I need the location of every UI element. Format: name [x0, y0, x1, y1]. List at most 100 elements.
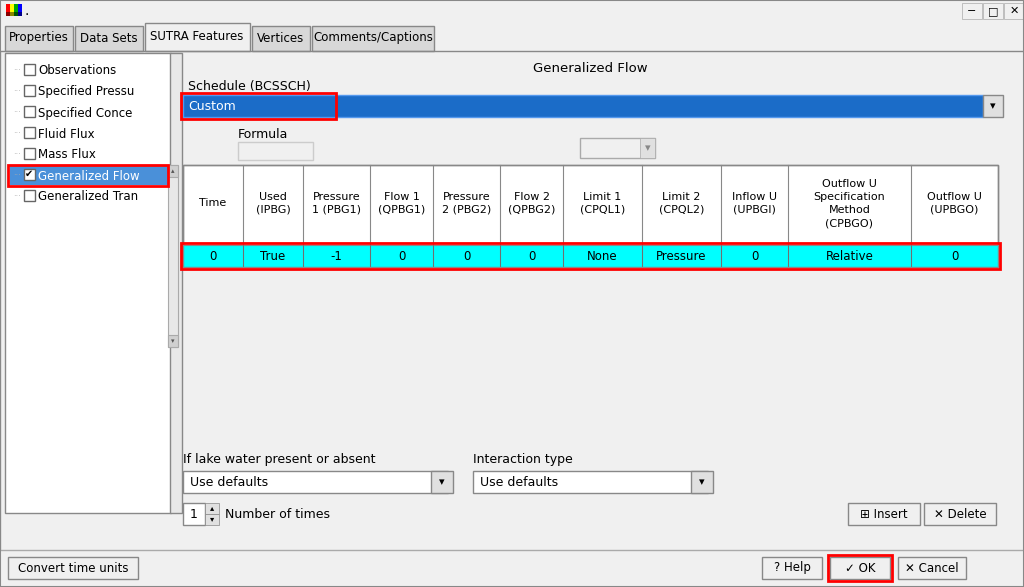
Text: ···: ··· [13, 171, 20, 180]
Bar [691, 471, 713, 493]
Bar [238, 142, 313, 160]
Bar [18, 12, 22, 16]
Bar [24, 64, 35, 75]
Text: ▾: ▾ [699, 477, 705, 487]
Text: Specified Pressu: Specified Pressu [38, 86, 134, 99]
Text: Time: Time [200, 198, 226, 208]
Text: ✓ OK: ✓ OK [845, 562, 876, 575]
Bar [205, 514, 219, 525]
Text: Convert time units: Convert time units [17, 562, 128, 575]
Text: 0: 0 [951, 249, 958, 262]
Text: 2 (PBG2): 2 (PBG2) [442, 205, 492, 215]
Text: 1: 1 [190, 508, 198, 521]
Bar [5, 53, 171, 513]
Bar [24, 85, 35, 96]
Bar [6, 4, 10, 12]
Bar [205, 503, 219, 514]
Text: Custom: Custom [188, 100, 236, 113]
Bar [170, 53, 182, 513]
Bar [145, 23, 250, 51]
Text: Pressure: Pressure [312, 192, 360, 202]
Text: −: − [968, 6, 977, 16]
Bar [181, 243, 1000, 269]
Bar [5, 26, 73, 51]
Text: 0: 0 [209, 249, 217, 262]
Text: Pressure: Pressure [656, 249, 707, 262]
Text: 0: 0 [397, 249, 406, 262]
Bar [0, 22, 1024, 52]
Text: ▾: ▾ [171, 338, 175, 344]
Bar [24, 127, 35, 138]
Text: 0: 0 [527, 249, 536, 262]
Bar [181, 93, 336, 119]
Bar [252, 26, 310, 51]
Bar [924, 503, 996, 525]
Bar [10, 12, 14, 16]
Text: 1 (PBG1): 1 (PBG1) [312, 205, 361, 215]
Bar [0, 0, 1024, 22]
Text: Limit 2: Limit 2 [663, 192, 700, 202]
Text: ? Help: ? Help [773, 562, 810, 575]
Text: Properties: Properties [9, 32, 69, 45]
Text: Fluid Flux: Fluid Flux [38, 127, 94, 140]
Bar [848, 503, 920, 525]
Bar [18, 4, 22, 12]
Text: True: True [260, 249, 286, 262]
Text: ▾: ▾ [645, 143, 651, 153]
Text: (UPBGI): (UPBGI) [733, 205, 776, 215]
Bar [6, 12, 10, 16]
Bar [14, 12, 18, 16]
Text: ✕ Cancel: ✕ Cancel [905, 562, 958, 575]
Text: Formula: Formula [238, 128, 289, 141]
Text: Relative: Relative [825, 249, 873, 262]
Text: Inflow U: Inflow U [732, 192, 777, 202]
Text: Outflow U: Outflow U [927, 192, 982, 202]
Text: Number of times: Number of times [225, 508, 330, 521]
Bar [24, 148, 35, 159]
Text: ···: ··· [13, 130, 20, 139]
Bar [10, 166, 168, 185]
Text: ▴: ▴ [210, 504, 214, 512]
Text: ▾: ▾ [990, 101, 995, 111]
Bar [24, 190, 35, 201]
Bar [983, 3, 1002, 19]
Bar [183, 471, 449, 493]
Text: Data Sets: Data Sets [80, 32, 138, 45]
Text: ···: ··· [13, 193, 20, 201]
Bar [183, 165, 998, 267]
Bar [898, 557, 966, 579]
Bar [8, 557, 138, 579]
Text: None: None [587, 249, 617, 262]
Bar [962, 3, 982, 19]
Text: (QPBG2): (QPBG2) [508, 205, 555, 215]
Text: ⊞ Insert: ⊞ Insert [860, 508, 908, 521]
Bar [312, 26, 434, 51]
Text: (IPBG): (IPBG) [256, 205, 291, 215]
Text: Generalized Flow: Generalized Flow [38, 170, 139, 183]
Text: ▾: ▾ [210, 514, 214, 524]
Text: .: . [24, 4, 29, 18]
Text: ···: ··· [13, 109, 20, 117]
Text: If lake water present or absent: If lake water present or absent [183, 453, 376, 466]
Bar [24, 169, 35, 180]
Text: □: □ [988, 6, 998, 16]
Text: (CPQL2): (CPQL2) [658, 205, 705, 215]
Text: (UPBGO): (UPBGO) [931, 205, 979, 215]
Bar [983, 95, 1002, 117]
Text: Vertices: Vertices [257, 32, 304, 45]
Text: Observations: Observations [38, 65, 117, 77]
Text: ▾: ▾ [439, 477, 444, 487]
Text: Schedule (BCSSCH): Schedule (BCSSCH) [188, 80, 310, 93]
Text: Mass Flux: Mass Flux [38, 149, 96, 161]
Text: Generalized Tran: Generalized Tran [38, 191, 138, 204]
Bar [178, 53, 1024, 513]
Bar [580, 138, 655, 158]
Bar [183, 503, 205, 525]
Text: Flow 1: Flow 1 [384, 192, 420, 202]
Bar [828, 555, 892, 581]
Text: ✕ Delete: ✕ Delete [934, 508, 986, 521]
Text: Specification: Specification [814, 192, 886, 202]
Text: Comments/Captions: Comments/Captions [313, 32, 433, 45]
Text: Use defaults: Use defaults [480, 475, 558, 488]
Text: ✔: ✔ [25, 169, 33, 179]
